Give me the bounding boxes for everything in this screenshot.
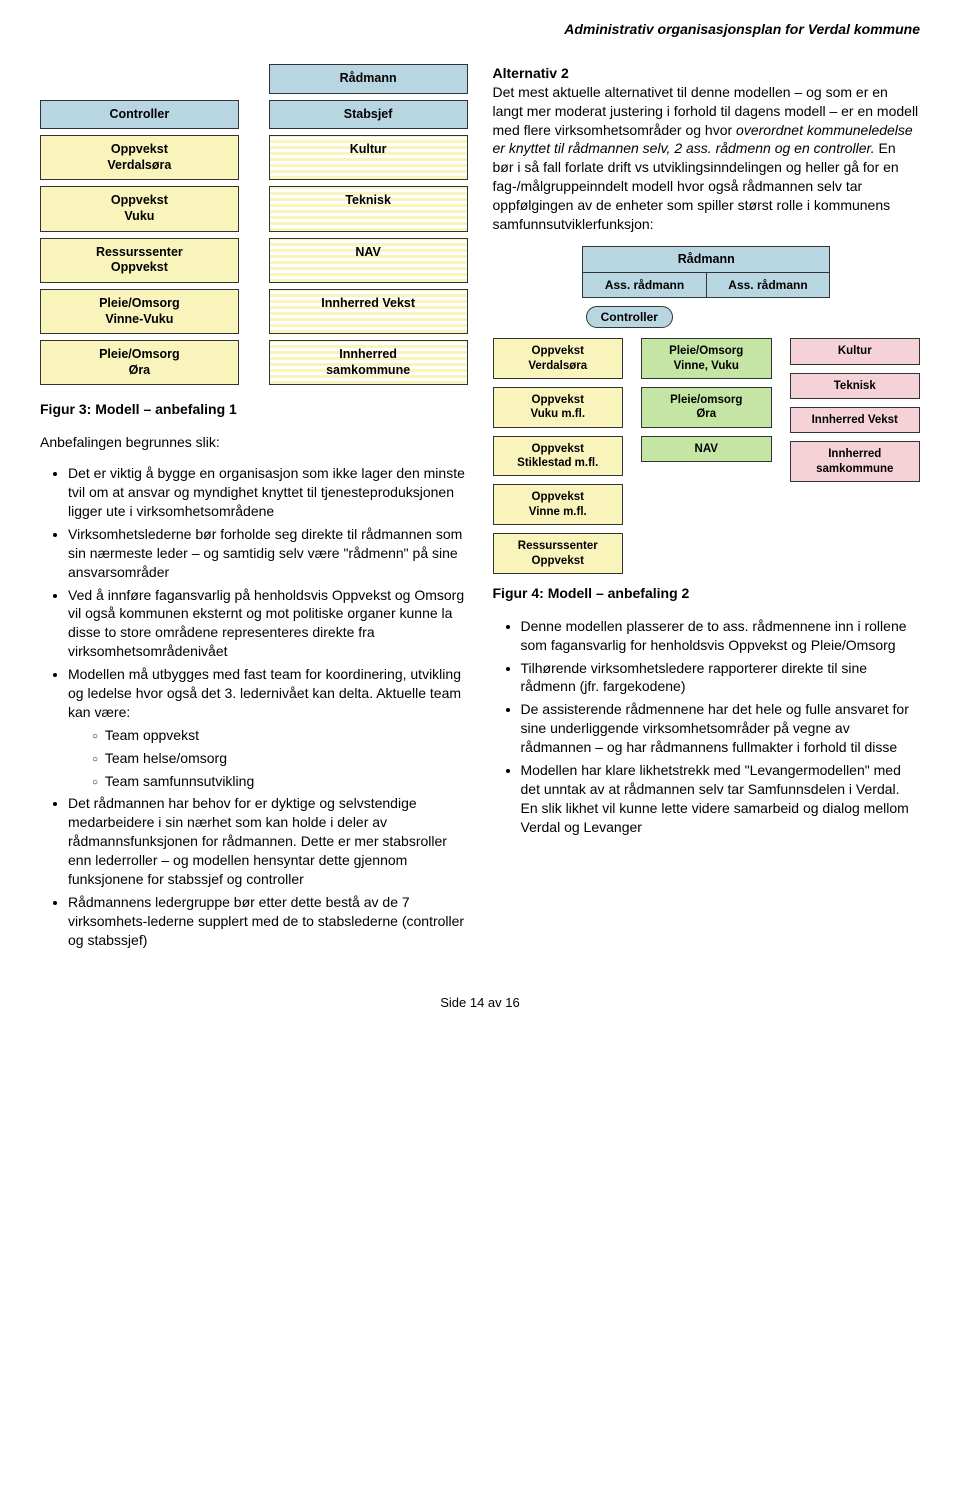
- fig3-left-box: OppvekstVuku: [40, 186, 239, 231]
- alternativ-2-paragraph: Alternativ 2 Det mest aktuelle alternati…: [493, 64, 921, 234]
- fig4-col-left: OppvekstVerdalsøra OppvekstVuku m.fl. Op…: [493, 338, 624, 574]
- fig4-box: OppvekstVerdalsøra: [493, 338, 624, 379]
- fig3-right-box: NAV: [269, 238, 468, 283]
- bullet-item: Modellen har klare likhetstrekk med "Lev…: [521, 761, 921, 837]
- fig4-controller-box: Controller: [586, 306, 673, 328]
- left-column: Rådmann Controller Stabsjef OppvekstVerd…: [40, 64, 468, 954]
- fig3-right-box: Kultur: [269, 135, 468, 180]
- figure-4: Rådmann Ass. rådmann Ass. rådmann Contro…: [493, 246, 921, 574]
- page-header: Administrativ organisasjonsplan for Verd…: [40, 20, 920, 39]
- fig4-ass-radmann-box: Ass. rådmann: [706, 272, 830, 298]
- sub-item: Team oppvekst: [92, 726, 468, 745]
- bullet-item: Denne modellen plasserer de to ass. rådm…: [521, 617, 921, 655]
- fig4-col-right: Kultur Teknisk Innherred Vekst Innherred…: [790, 338, 921, 574]
- fig3-right-box: Innherred Vekst: [269, 289, 468, 334]
- bullet-item: Ved å innføre fagansvarlig på henholdsvi…: [68, 586, 468, 662]
- fig4-box: OppvekstStiklestad m.fl.: [493, 436, 624, 477]
- fig4-radmann-box: Rådmann: [582, 246, 830, 272]
- fig3-stabsjef-box: Stabsjef: [269, 100, 468, 130]
- fig4-box: Pleie/OmsorgVinne, Vuku: [641, 338, 772, 379]
- bullet-item: Det er viktig å bygge en organisasjon so…: [68, 464, 468, 521]
- bullet-item: Tilhørende virksomhetsledere rapporterer…: [521, 659, 921, 697]
- fig4-box: OppvekstVinne m.fl.: [493, 484, 624, 525]
- fig3-controller-box: Controller: [40, 100, 239, 130]
- page-footer: Side 14 av 16: [40, 994, 920, 1012]
- fig3-left-box: RessurssenterOppvekst: [40, 238, 239, 283]
- sub-item: Team samfunnsutvikling: [92, 772, 468, 791]
- sub-item: Team helse/omsorg: [92, 749, 468, 768]
- fig4-ass-radmann-box: Ass. rådmann: [582, 272, 705, 298]
- main-columns: Rådmann Controller Stabsjef OppvekstVerd…: [40, 64, 920, 954]
- fig4-box: Innherred Vekst: [790, 407, 921, 433]
- figure-4-caption: Figur 4: Modell – anbefaling 2: [493, 584, 921, 603]
- bullet-item: Virksomhetslederne bør forholde seg dire…: [68, 525, 468, 582]
- model2-bullets: Denne modellen plasserer de to ass. rådm…: [521, 617, 921, 837]
- bullet-item: Modellen må utbygges med fast team for k…: [68, 665, 468, 790]
- fig3-left-box: Pleie/OmsorgØra: [40, 340, 239, 385]
- bullet-text: Modellen må utbygges med fast team for k…: [68, 666, 461, 720]
- fig4-box: OppvekstVuku m.fl.: [493, 387, 624, 428]
- fig4-box: NAV: [641, 436, 772, 462]
- fig3-right-box: Teknisk: [269, 186, 468, 231]
- fig3-right-box: Innherredsamkommune: [269, 340, 468, 385]
- figure-3: Rådmann Controller Stabsjef OppvekstVerd…: [40, 64, 468, 386]
- bullet-item: De assisterende rådmennene har det hele …: [521, 700, 921, 757]
- right-column: Alternativ 2 Det mest aktuelle alternati…: [493, 64, 921, 954]
- bullet-item: Rådmannens ledergruppe bør etter dette b…: [68, 893, 468, 950]
- fig3-radmann-box: Rådmann: [269, 64, 468, 94]
- fig4-col-mid: Pleie/OmsorgVinne, Vuku Pleie/omsorgØra …: [641, 338, 772, 574]
- fig3-left-box: OppvekstVerdalsøra: [40, 135, 239, 180]
- fig4-box: Innherredsamkommune: [790, 441, 921, 482]
- alt2-title: Alternativ 2: [493, 65, 569, 81]
- fig4-box: Kultur: [790, 338, 921, 364]
- sub-list: Team oppvekst Team helse/omsorg Team sam…: [92, 726, 468, 791]
- fig3-left-box: Pleie/OmsorgVinne-Vuku: [40, 289, 239, 334]
- figure-3-caption: Figur 3: Modell – anbefaling 1: [40, 400, 468, 419]
- fig4-box: Teknisk: [790, 373, 921, 399]
- anbefaling-bullets: Det er viktig å bygge en organisasjon so…: [68, 464, 468, 949]
- anbefaling-intro: Anbefalingen begrunnes slik:: [40, 433, 468, 452]
- fig4-box: Pleie/omsorgØra: [641, 387, 772, 428]
- bullet-item: Det rådmannen har behov for er dyktige o…: [68, 794, 468, 888]
- fig4-box: RessurssenterOppvekst: [493, 533, 624, 574]
